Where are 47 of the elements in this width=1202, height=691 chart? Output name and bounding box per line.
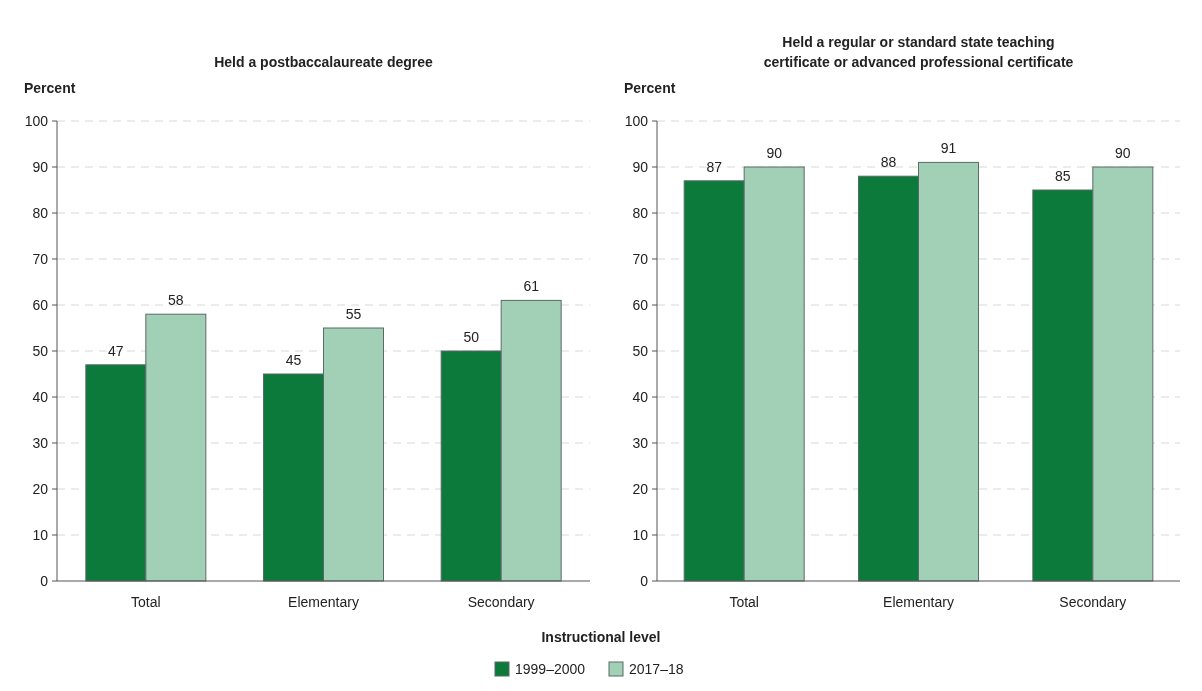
y-tick-label: 0: [640, 572, 649, 589]
data-label: 61: [523, 278, 540, 295]
y-tick-label: 70: [632, 250, 649, 267]
x-tick-label: Elementary: [288, 594, 359, 610]
y-tick-label: 40: [632, 388, 649, 405]
y-tick-label: 60: [632, 296, 649, 313]
y-tick-label: 10: [32, 526, 49, 543]
data-label: 91: [940, 140, 957, 157]
x-tick-label: Secondary: [467, 594, 535, 610]
y-tick-label: 70: [32, 250, 49, 267]
x-tick-label: Elementary: [883, 594, 954, 610]
y-tick-label: 50: [32, 342, 49, 359]
data-label: 85: [1055, 168, 1071, 184]
data-label: 87: [706, 158, 723, 175]
x-tick-label: Total: [131, 594, 161, 610]
y-tick-label: 100: [24, 112, 49, 129]
y-tick-label: 60: [32, 296, 49, 313]
data-label: 90: [1115, 145, 1131, 161]
data-label: 55: [345, 306, 362, 322]
chart-title: Held a regular or standard state teaching certificate or advanced professional certificate: [763, 34, 1074, 70]
y-tick-label: 30: [32, 434, 49, 451]
chart-title: Held a postbaccalaureate degree: [214, 54, 434, 70]
data-label: 50: [463, 329, 480, 345]
legend-label: 2017–18: [629, 661, 684, 677]
y-tick-label: 50: [632, 342, 649, 359]
legend-label: 1999–2000: [515, 661, 586, 677]
y-tick-label: 80: [632, 204, 649, 221]
y-axis-title: Percent: [624, 80, 676, 96]
data-label: 90: [766, 145, 783, 161]
y-tick-label: 100: [624, 112, 649, 129]
y-tick-label: 20: [632, 480, 649, 497]
data-label: 45: [285, 352, 302, 368]
data-label: 88: [880, 154, 897, 171]
y-tick-label: 80: [32, 204, 49, 221]
y-tick-label: 40: [32, 388, 49, 405]
data-label: 47: [108, 342, 124, 359]
data-label: 58: [168, 292, 184, 309]
y-axis-title: Percent: [24, 80, 76, 96]
x-tick-label: Total: [729, 594, 759, 610]
x-tick-label: Secondary: [1059, 594, 1127, 610]
y-tick-label: 20: [32, 480, 49, 497]
y-tick-label: 90: [32, 158, 49, 175]
y-tick-label: 10: [632, 526, 649, 543]
y-tick-label: 90: [632, 158, 649, 175]
y-tick-label: 30: [632, 434, 649, 451]
x-axis-title: Instructional level: [541, 629, 661, 645]
y-tick-label: 0: [40, 572, 49, 589]
